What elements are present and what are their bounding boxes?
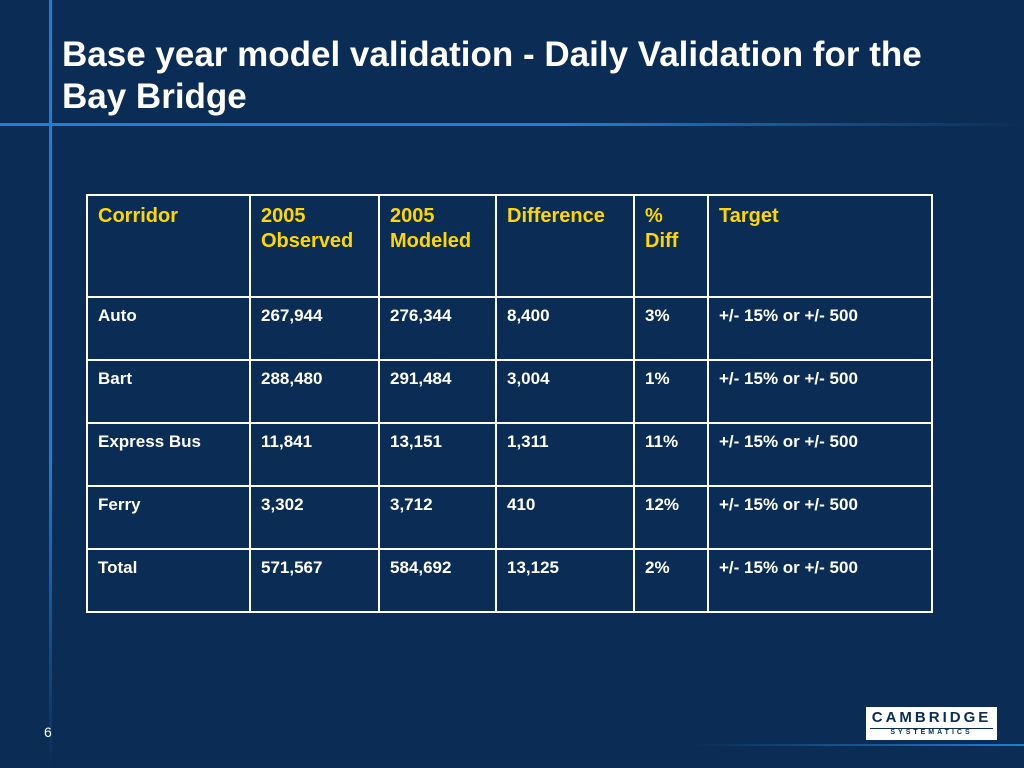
cell-pct-diff: 11% [633,422,709,487]
cell-target: +/- 15% or +/- 500 [707,296,933,361]
cell-modeled: 276,344 [378,296,497,361]
cell-corridor: Total [86,548,251,613]
cell-corridor: Express Bus [86,422,251,487]
cell-observed: 571,567 [249,548,380,613]
logo-rule [870,728,993,729]
cell-difference: 8,400 [495,296,635,361]
cell-modeled: 13,151 [378,422,497,487]
table-row: Auto 267,944 276,344 8,400 3% +/- 15% or… [86,296,933,361]
cell-pct-diff: 1% [633,359,709,424]
cambridge-systematics-logo: CAMBRIDGE SYSTEMATICS [866,707,997,740]
cell-pct-diff: 2% [633,548,709,613]
table-row: Total 571,567 584,692 13,125 2% +/- 15% … [86,548,933,613]
logo-main-text: CAMBRIDGE [871,709,992,726]
cell-observed: 288,480 [249,359,380,424]
cell-pct-diff: 12% [633,485,709,550]
table-row: Express Bus 11,841 13,151 1,311 11% +/- … [86,422,933,487]
cell-target: +/- 15% or +/- 500 [707,485,933,550]
slide-number: 6 [44,724,52,740]
cell-modeled: 291,484 [378,359,497,424]
header-observed-text: 2005 Observed [261,205,354,252]
slide-title: Base year model validation - Daily Valid… [62,35,922,116]
horizontal-accent-line [0,123,1024,126]
cell-target: +/- 15% or +/- 500 [707,359,933,424]
cell-difference: 13,125 [495,548,635,613]
cell-observed: 267,944 [249,296,380,361]
cell-pct-diff: 3% [633,296,709,361]
cell-difference: 3,004 [495,359,635,424]
bottom-accent-line [690,744,1024,746]
header-modeled-text: 2005 Modeled [390,205,472,252]
validation-table: Corridor 2005 Observed 2005 Modeled Differ… [86,194,933,613]
cell-difference: 1,311 [495,422,635,487]
header-observed: 2005 Observed [249,194,380,298]
cell-difference: 410 [495,485,635,550]
cell-target: +/- 15% or +/- 500 [707,548,933,613]
table-header-row: Corridor 2005 Observed 2005 Modeled Differ… [86,194,933,298]
table-row: Bart 288,480 291,484 3,004 1% +/- 15% or… [86,359,933,424]
cell-observed: 11,841 [249,422,380,487]
header-difference: Difference [495,194,635,298]
header-difference-text: Difference [507,205,605,227]
header-target-text: Target [719,205,779,227]
cell-corridor: Bart [86,359,251,424]
cell-corridor: Ferry [86,485,251,550]
header-pct-diff-text: % Diff [645,205,679,252]
cell-modeled: 584,692 [378,548,497,613]
vertical-accent-line [49,0,52,768]
cell-corridor: Auto [86,296,251,361]
header-target: Target [707,194,933,298]
header-pct-diff: % Diff [633,194,709,298]
header-corridor: Corridor [86,194,251,298]
cell-target: +/- 15% or +/- 500 [707,422,933,487]
cell-modeled: 3,712 [378,485,497,550]
logo-sub-text: SYSTEMATICS [890,729,973,736]
header-corridor-text: Corridor [98,205,178,227]
header-modeled: 2005 Modeled [378,194,497,298]
cell-observed: 3,302 [249,485,380,550]
table-row: Ferry 3,302 3,712 410 12% +/- 15% or +/-… [86,485,933,550]
